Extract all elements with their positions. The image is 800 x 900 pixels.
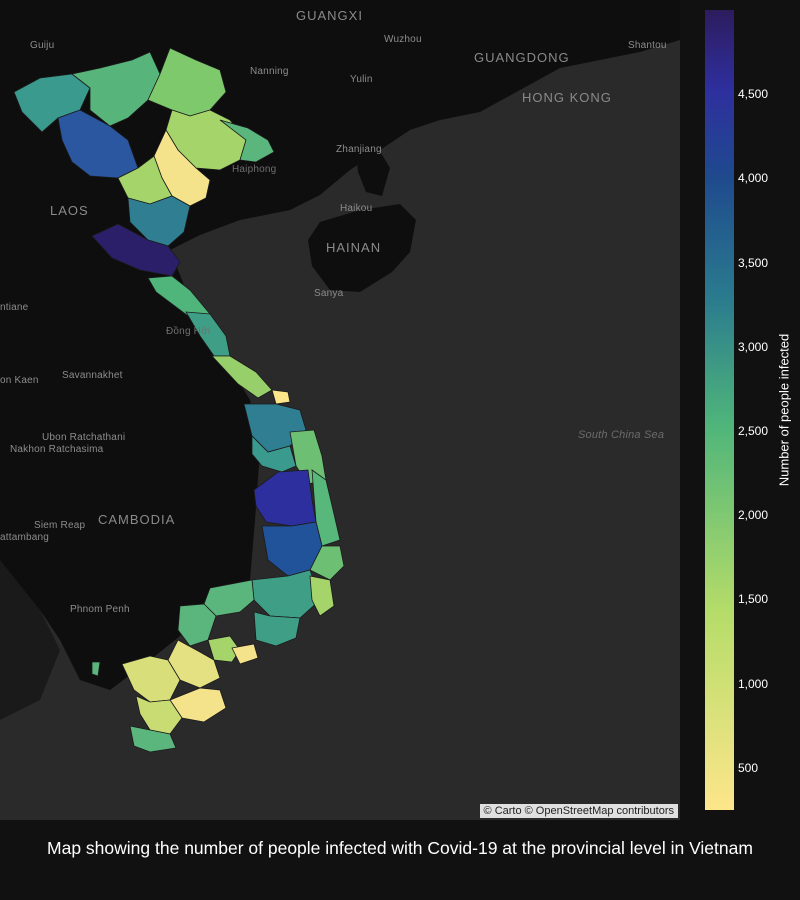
province-camau — [129, 725, 177, 753]
province-danang — [271, 389, 291, 405]
place-label: Đồng Hới — [166, 326, 211, 337]
province-kontum — [251, 435, 297, 473]
colorbar-tick-label: 2,500 — [738, 424, 769, 439]
place-label: Wuzhou — [384, 34, 422, 45]
place-label: attambang — [0, 532, 50, 543]
place-label: LAOS — [50, 203, 89, 218]
map-caption: Map showing the number of people infecte… — [47, 838, 753, 858]
place-label: Sanya — [314, 288, 344, 299]
place-label: ntiane — [0, 302, 29, 313]
place-label: South China Sea — [578, 429, 665, 441]
land-hainan — [308, 204, 416, 292]
place-label: Nakhon Ratchasima — [10, 444, 104, 455]
place-label: Yulin — [350, 74, 373, 85]
colorbar-gradient — [705, 10, 734, 810]
province-ninhthuan — [309, 575, 335, 617]
province-phuquoc — [91, 661, 101, 677]
vietnam-provinces — [13, 47, 345, 753]
place-label: Siem Reap — [34, 520, 86, 531]
province-gialai — [253, 469, 317, 527]
place-label: Phnom Penh — [70, 604, 130, 615]
place-label: HAINAN — [326, 240, 382, 255]
province-nghean — [91, 223, 181, 277]
map-area[interactable]: GUANGXI Guiju Wuzhou GUANGDONG Shantou Nannin… — [0, 0, 680, 820]
province-mekong1 — [121, 655, 181, 703]
colorbar-tick-label: 2,000 — [738, 508, 769, 523]
colorbar-tick-label: 4,500 — [738, 87, 769, 102]
place-label: Haikou — [340, 203, 373, 214]
colorbar-tick-label: 1,500 — [738, 592, 769, 607]
colorbar-tick-label: 3,500 — [738, 255, 769, 270]
place-label: Shantou — [628, 40, 667, 51]
map-canvas — [0, 0, 680, 753]
place-label: CAMBODIA — [98, 512, 176, 527]
colorbar-title: Number of people infected — [776, 333, 792, 487]
place-label: Nanning — [250, 66, 289, 77]
province-brvt — [231, 643, 259, 665]
colorbar-tick-label: 500 — [738, 760, 759, 775]
province-kiengiang — [135, 695, 183, 735]
province-khanhhoa — [309, 545, 345, 581]
place-label: Guiju — [30, 40, 55, 51]
colorbar-tick-label: 4,000 — [738, 171, 769, 186]
place-label: Ubon Ratchathani — [42, 432, 126, 443]
place-label: Haiphong — [232, 164, 277, 175]
place-label: GUANGDONG — [474, 50, 570, 65]
province-quangninh — [219, 119, 275, 163]
place-label: GUANGXI — [296, 8, 363, 23]
island-leizhou — [356, 148, 390, 196]
place-label: HONG KONG — [522, 90, 612, 105]
province-thanhhoa — [127, 195, 191, 247]
province-dongnai — [253, 611, 301, 647]
colorbar-tick-label: 3,000 — [738, 339, 769, 354]
colorbar-tick-label: 1,000 — [738, 676, 769, 691]
place-label: on Kaen — [0, 375, 39, 386]
land-thailand-gulf — [0, 560, 60, 720]
map-attribution[interactable]: © Carto © OpenStreetMap contributors — [479, 804, 678, 818]
place-label: Zhanjiang — [336, 144, 382, 155]
place-label: Savannakhet — [62, 370, 123, 381]
land-indochina — [0, 90, 260, 690]
province-lamdong — [251, 569, 321, 619]
